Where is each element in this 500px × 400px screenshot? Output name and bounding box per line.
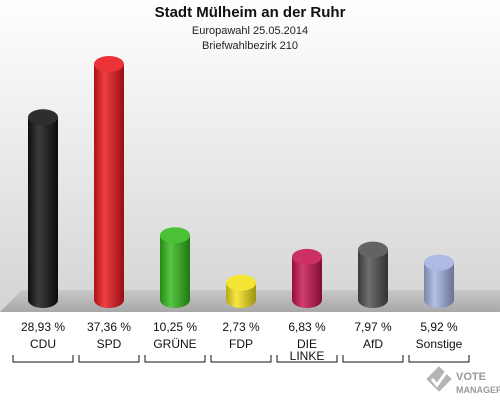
bar-cap-die-linke	[292, 248, 322, 265]
value-label-cdu: 28,93 %	[21, 320, 65, 334]
bar-cap-afd	[358, 241, 388, 258]
value-label-spd: 37,36 %	[87, 320, 131, 334]
bar-grüne	[160, 235, 190, 308]
bars-group	[28, 56, 454, 308]
category-label-fdp: FDP	[229, 337, 253, 351]
value-label-afd: 7,97 %	[354, 320, 392, 334]
vote-manager-watermark: VOTE MANAGER	[426, 366, 500, 395]
category-bracket-fdp	[210, 355, 272, 363]
category-bracket-spd	[78, 355, 140, 363]
watermark-vote: VOTE	[456, 371, 486, 383]
category-bracket-sonstige	[408, 355, 470, 363]
labels-group: 28,93 % CDU 37,36 % SPD 10,25 % GRÜNE 2,73 % FD…	[12, 320, 470, 363]
bar-sonstige	[424, 262, 454, 308]
category-label-spd: SPD	[97, 337, 122, 351]
category-bracket-afd	[342, 355, 404, 363]
bar-cap-fdp	[226, 274, 256, 291]
bar-cdu	[28, 117, 58, 308]
checkmark-ballot-icon	[426, 366, 452, 392]
bar-cap-spd	[94, 56, 124, 72]
bar-cap-grüne	[160, 227, 190, 244]
bar-cap-cdu	[28, 109, 58, 126]
category-label-die-linke-0: DIE	[297, 337, 317, 351]
category-label-die-linke-1: LINKE	[290, 349, 325, 363]
bar-spd	[94, 64, 124, 308]
chart-background	[0, 0, 500, 312]
value-label-sonstige: 5,92 %	[420, 320, 458, 334]
category-bracket-die-linke	[276, 355, 338, 363]
category-label-grüne: GRÜNE	[153, 337, 196, 351]
chart-title: Stadt Mülheim an der Ruhr	[155, 4, 346, 21]
category-label-afd: AfD	[363, 337, 383, 351]
category-bracket-grüne	[144, 355, 206, 363]
value-label-fdp: 2,73 %	[222, 320, 260, 334]
watermark-manager: MANAGER	[456, 385, 500, 395]
category-label-sonstige: Sonstige	[416, 337, 463, 351]
bar-afd	[358, 249, 388, 308]
category-bracket-cdu	[12, 355, 74, 363]
chart-subtitle-district: Briefwahlbezirk 210	[202, 40, 298, 52]
value-label-grüne: 10,25 %	[153, 320, 197, 334]
category-label-cdu: CDU	[30, 337, 56, 351]
value-label-die-linke: 6,83 %	[288, 320, 326, 334]
chart-subtitle-date: Europawahl 25.05.2014	[192, 25, 308, 37]
bar-die-linke	[292, 256, 322, 308]
bar-cap-sonstige	[424, 254, 454, 271]
